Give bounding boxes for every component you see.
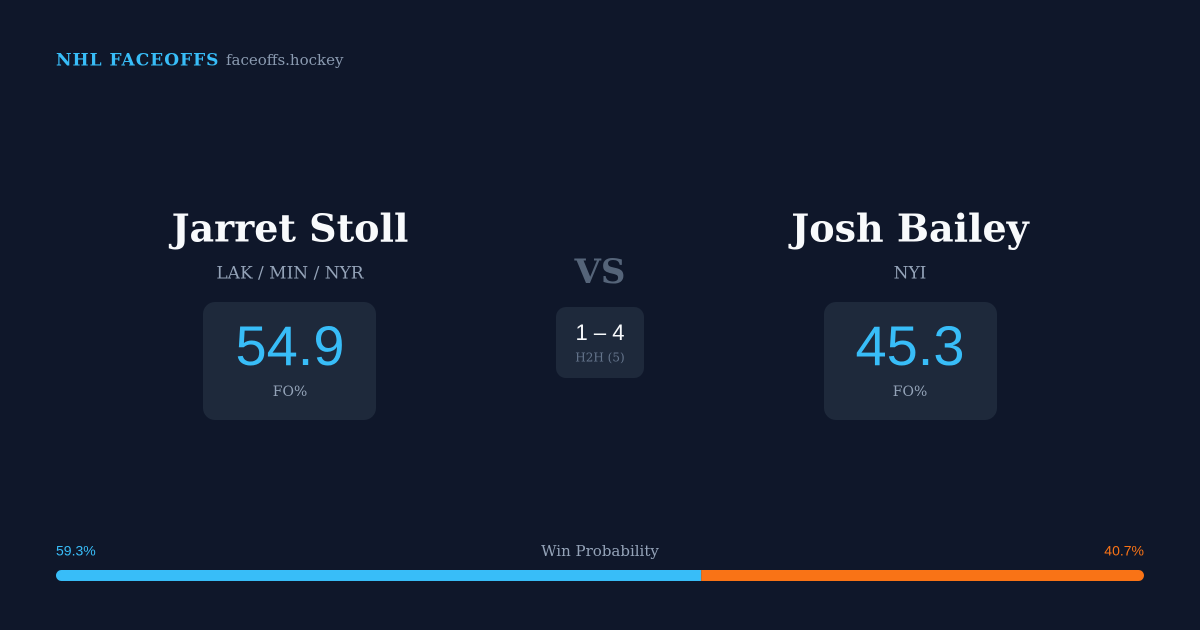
fo-value: 45.3	[856, 314, 965, 377]
player-teams: NYI	[894, 264, 927, 284]
vs-label: VS	[574, 252, 626, 292]
win-probability-label: Win Probability	[541, 542, 659, 560]
player-teams: LAK / MIN / NYR	[216, 264, 364, 284]
probability-value: 40.7%	[1104, 543, 1144, 559]
fo-value: 54.9	[236, 314, 345, 377]
stat-card	[203, 302, 376, 420]
brand-title: NHL FACEOFFS	[56, 51, 219, 71]
player-name: Josh Bailey	[788, 206, 1029, 251]
probability-value: 59.3%	[56, 543, 96, 559]
h2h-label: H2H (5)	[575, 351, 624, 365]
win-probability-bar	[56, 570, 1144, 581]
stat-card	[824, 302, 997, 420]
h2h-score: 1 – 4	[576, 320, 625, 345]
probability-segment	[701, 570, 1144, 581]
fo-label: FO%	[273, 384, 308, 400]
probability-segment	[56, 570, 702, 581]
brand-site: faceoffs.hockey	[226, 51, 344, 69]
fo-label: FO%	[893, 384, 928, 400]
player-name: Jarret Stoll	[169, 206, 409, 251]
h2h-card	[556, 307, 644, 378]
